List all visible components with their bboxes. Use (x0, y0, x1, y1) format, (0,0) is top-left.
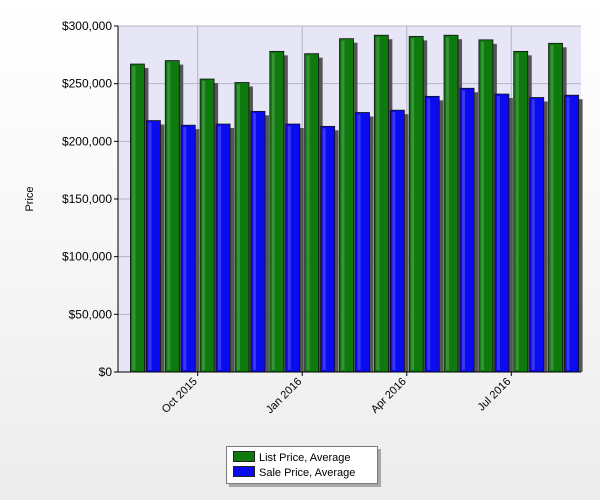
y-tick-label: $250,000 (62, 77, 112, 91)
bar-highlight (148, 122, 152, 370)
legend-swatch-sale-price (233, 466, 255, 477)
x-tick-label: Oct 2015 (160, 376, 200, 416)
bar-highlight (357, 114, 361, 370)
bar-highlight (218, 126, 222, 371)
y-tick-labels: $0 $50,000 $100,000 $150,000 $200,000 $250,00… (62, 19, 118, 379)
bar-highlight (236, 84, 240, 370)
bar-highlight (306, 55, 310, 371)
y-tick-label: $150,000 (62, 192, 112, 206)
bar-highlight (531, 99, 535, 371)
x-tick-label: Apr 2016 (369, 376, 409, 416)
bar-highlight (167, 62, 171, 370)
bar-highlight (252, 113, 256, 370)
bar-highlight (392, 112, 396, 371)
bar-highlight (566, 97, 570, 370)
legend-label-sale-price: Sale Price, Average (259, 467, 356, 479)
x-tick-labels: Oct 2015 Jan 2016 Apr 2016 Jul 2016 (160, 372, 514, 416)
bar-highlight (202, 81, 206, 370)
bars (130, 34, 583, 373)
y-tick-label: $100,000 (62, 250, 112, 264)
y-axis-label: Price (24, 186, 36, 211)
y-tick-label: $50,000 (69, 307, 113, 321)
bar-highlight (550, 45, 554, 371)
bar-highlight (462, 90, 466, 370)
bar-highlight (271, 53, 275, 371)
bar-highlight (446, 37, 450, 371)
x-tick-label: Jul 2016 (476, 376, 514, 414)
bar-highlight (183, 127, 187, 370)
legend-swatch-list-price (233, 451, 255, 462)
bar-highlight (427, 98, 431, 370)
bar-highlight (515, 53, 519, 371)
x-tick-label: Jan 2016 (264, 376, 304, 416)
bar-highlight (341, 40, 345, 370)
legend-label-list-price: List Price, Average (259, 452, 351, 464)
bar-highlight (480, 41, 484, 371)
bar-highlight (322, 128, 326, 370)
legend: List Price, Average Sale Price, Average (226, 446, 378, 484)
bar-highlight (287, 126, 291, 371)
y-tick-label: $300,000 (62, 19, 112, 33)
plot-area: $0 $50,000 $100,000 $150,000 $200,000 $250,00… (24, 19, 583, 416)
bar-highlight (132, 66, 136, 370)
bar-highlight (411, 38, 415, 370)
y-tick-label: $0 (99, 365, 113, 379)
legend-item-list-price: List Price, Average (233, 451, 351, 464)
y-tick-label: $200,000 (62, 134, 112, 148)
legend-item-sale-price: Sale Price, Average (233, 466, 356, 479)
bar-highlight (376, 37, 380, 371)
bar-highlight (496, 96, 500, 371)
